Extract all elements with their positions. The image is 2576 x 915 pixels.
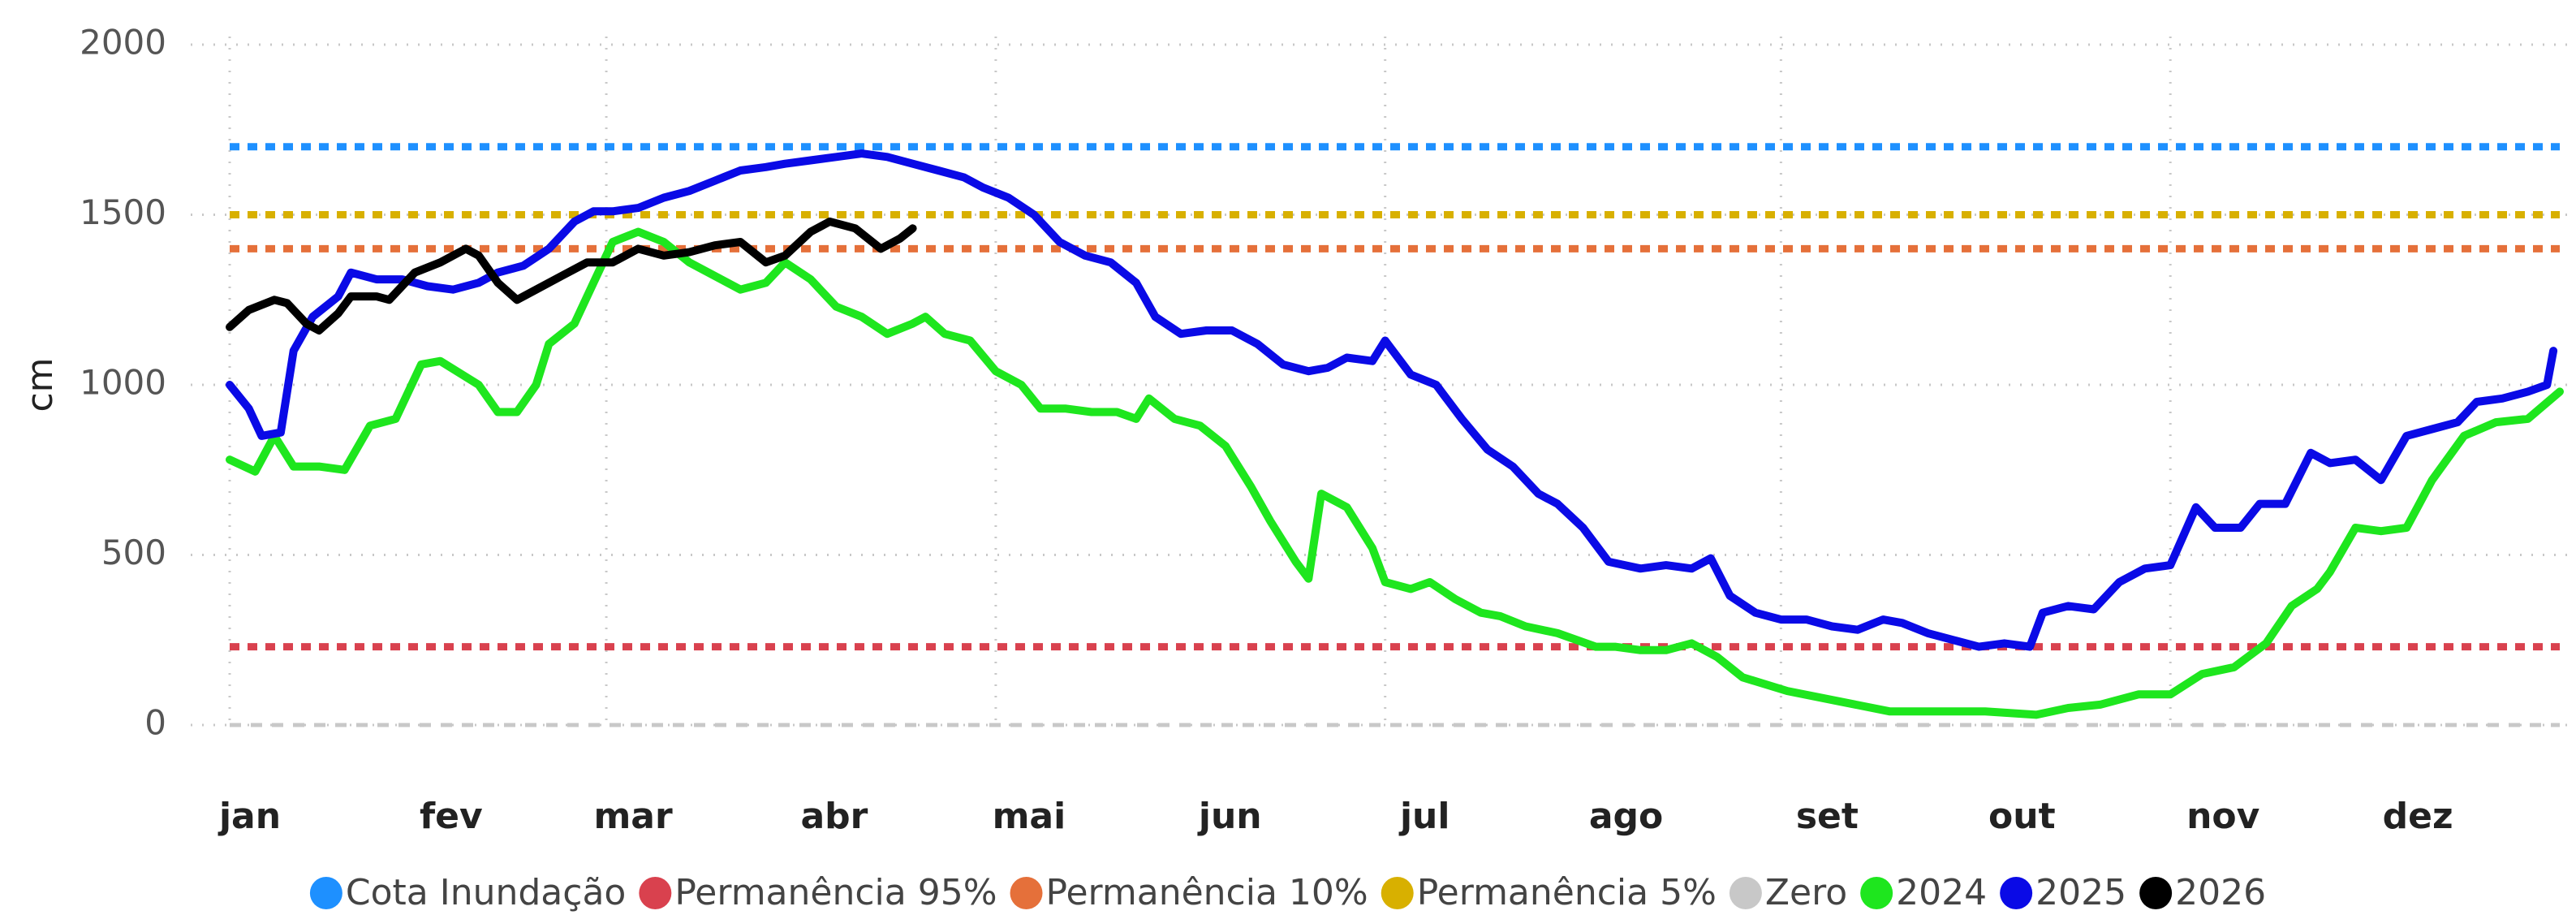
x-tick-label: out [1988,796,2056,837]
x-tick-label: dez [2383,796,2453,837]
x-tick-label: nov [2186,796,2260,837]
legend-marker [309,877,342,909]
legend-label: Permanência 10% [1046,872,1368,913]
data-line [226,149,2558,651]
legend-label: Zero [1765,872,1847,913]
x-tick-label: ago [1589,796,1663,837]
x-tick-label: jul [1398,796,1450,837]
legend-marker [639,877,672,909]
x-tick-label: abr [800,796,868,837]
y-tick-label: 1500 [80,192,166,232]
legend-marker [2139,877,2173,909]
legend-label: Permanência 95% [674,872,997,913]
y-axis-label: cm [19,357,61,412]
legend-label: Cota Inundação [346,872,626,913]
legend: Cota Inundação Permanência 95% Permanência… [309,872,2266,913]
y-tick-label: 2000 [80,23,166,63]
x-tick-label: set [1796,796,1859,837]
x-tick-label: mai [993,796,1066,837]
legend-marker [1860,877,1893,909]
x-tick-label: fev [420,796,483,837]
x-tick-label: jan [218,796,281,837]
legend-marker [1729,877,1762,909]
legend-label: 2025 [2035,872,2126,913]
x-tick-label: jun [1197,796,1262,837]
legend-marker [2000,877,2033,909]
legend-marker [1381,877,1414,909]
legend-marker [1010,877,1043,909]
data-line [226,227,2564,719]
legend-label: 2026 [2175,872,2266,913]
legend-label: Permanência 5% [1417,872,1717,913]
x-tick-label: mar [593,796,673,837]
data-line [226,217,917,334]
y-tick-label: 0 [144,703,166,743]
y-tick-label: 500 [101,533,166,572]
y-tick-label: 1000 [80,363,166,403]
legend-label: 2024 [1896,872,1987,913]
